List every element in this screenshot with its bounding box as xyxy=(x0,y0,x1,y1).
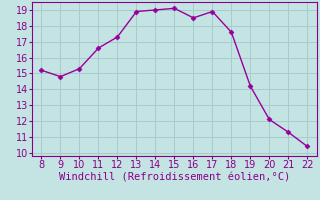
X-axis label: Windchill (Refroidissement éolien,°C): Windchill (Refroidissement éolien,°C) xyxy=(59,173,290,183)
